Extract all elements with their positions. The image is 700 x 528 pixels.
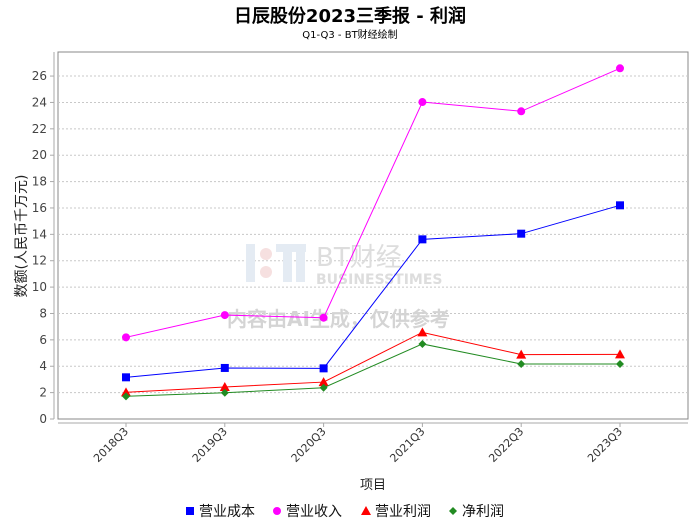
watermark-logo-sub: BUSINESSTIMES [316, 272, 443, 288]
chart-title: 日辰股份2023三季报 - 利润 [234, 5, 466, 27]
data-point [616, 64, 624, 73]
y-tick-label: 22 [32, 122, 47, 136]
x-tick-label: 2021Q3 [387, 425, 427, 465]
series-3 [122, 339, 624, 401]
data-point [319, 364, 328, 373]
data-point [418, 235, 427, 244]
y-tick-label: 26 [32, 69, 47, 83]
series-line [125, 331, 621, 393]
x-tick-label: 2020Q3 [289, 425, 329, 465]
watermark-notice: 内容由AI生成，仅供参考 [227, 307, 450, 331]
data-point [517, 359, 526, 368]
legend-label: 营业成本 [199, 504, 255, 520]
data-point [121, 387, 131, 397]
data-point [418, 98, 427, 107]
data-point [220, 363, 229, 372]
data-point [516, 349, 527, 359]
y-tick-label: 6 [39, 333, 47, 347]
legend-label: 营业利润 [375, 504, 431, 520]
data-point [616, 359, 624, 368]
data-point [122, 333, 130, 342]
legend-item[interactable]: 营业成本 [186, 504, 255, 520]
x-tick-label: 2018Q3 [91, 425, 131, 465]
legend-marker-icon [361, 506, 371, 515]
series-line [125, 343, 620, 397]
series-2 [121, 327, 625, 397]
legend-label: 净利润 [462, 504, 504, 520]
data-point [122, 392, 130, 401]
series-1 [122, 64, 624, 342]
legend-marker-icon [273, 507, 281, 515]
y-tick-label: 10 [32, 280, 47, 294]
y-tick-label: 8 [39, 306, 47, 320]
data-point [418, 339, 427, 348]
y-tick-label: 14 [32, 227, 47, 241]
data-point [616, 201, 624, 210]
data-point [319, 313, 328, 322]
data-point [122, 373, 130, 382]
series-line [125, 204, 621, 378]
x-axis-label: 项目 [360, 478, 386, 493]
y-tick-label: 12 [32, 254, 47, 268]
data-point [220, 388, 229, 397]
data-point [517, 229, 526, 238]
data-point [319, 383, 328, 392]
series-line [125, 67, 621, 338]
watermark: BT财经 BUSINESSTIMES 内容由AI生成，仅供参考 [227, 243, 450, 331]
x-tick-label: 2019Q3 [190, 425, 230, 465]
x-tick-label: 2023Q3 [585, 425, 625, 465]
x-tick-label: 2022Q3 [486, 425, 526, 465]
legend: 营业成本 营业收入 营业利润 净利润 [186, 504, 504, 520]
y-tick-label: 16 [32, 201, 47, 215]
y-tick-label: 4 [39, 359, 47, 373]
data-point [615, 349, 625, 359]
y-tick-label: 20 [32, 148, 47, 162]
data-point [318, 377, 329, 387]
y-tick-label: 2 [39, 386, 47, 400]
legend-marker-icon [186, 507, 194, 515]
data-point [517, 107, 526, 116]
y-tick-label: 0 [39, 412, 47, 426]
y-tick-label: 24 [32, 95, 47, 109]
legend-item[interactable]: 营业收入 [273, 504, 342, 520]
chart-subtitle: Q1-Q3 - BT财经绘制 [302, 28, 397, 41]
legend-item[interactable]: 营业利润 [361, 504, 431, 520]
y-axis-label: 数额(人民币千万元) [14, 175, 30, 298]
legend-marker-icon [449, 507, 457, 515]
series-0 [122, 201, 624, 382]
data-point [417, 327, 428, 337]
data-point [220, 311, 229, 320]
data-point [219, 381, 230, 391]
y-tick-label: 18 [32, 175, 47, 189]
plot-area [57, 51, 689, 420]
legend-item[interactable]: 净利润 [449, 504, 504, 520]
watermark-logo: BT财经 [316, 243, 402, 273]
legend-label: 营业收入 [286, 504, 342, 520]
